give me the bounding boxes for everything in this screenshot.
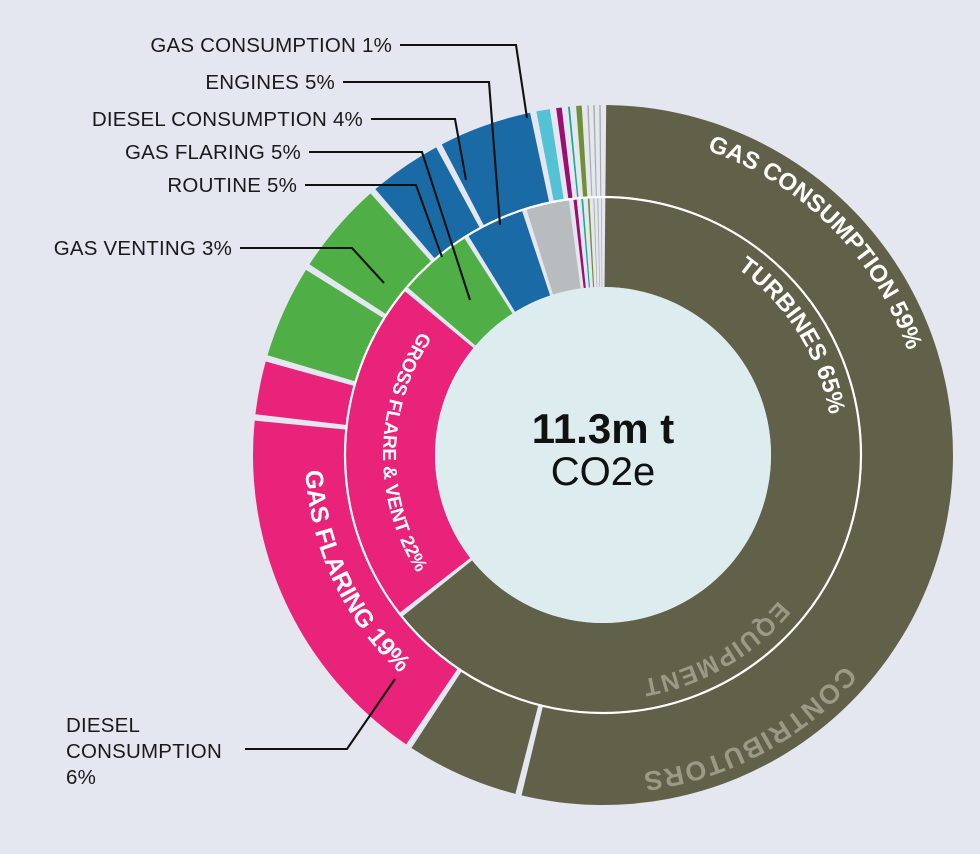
callout-label-diesel-consumption-4: DIESEL CONSUMPTION 4% [92,108,363,131]
slice-gas-consumption-small[interactable] [536,109,564,202]
slice-diesel-consumption[interactable] [467,210,551,312]
callout-line: CONSUMPTION [66,740,222,763]
slice-gas-consumption[interactable] [521,105,953,805]
callout-leader-engines-5 [343,80,502,226]
callout-line: DIESEL [66,714,140,737]
center-unit: CO2e [551,450,656,494]
slice-other-teal[interactable] [567,106,579,199]
callout-leader-diesel-consumption-4 [371,117,468,181]
callout-leader-diesel-consumption-6 [245,678,396,751]
callout-leader-gas-flaring-5 [309,150,471,301]
center-hub [435,287,771,623]
slice-routine[interactable] [267,269,385,382]
callout-leader-gas-consumption-1 [400,43,529,119]
slice-other-e[interactable] [597,197,600,288]
slice-other-f[interactable] [601,197,603,288]
slice-other-gray-3[interactable] [599,105,602,198]
slice-gas-flaring-secondary[interactable] [309,193,432,315]
center-value: 11.3m t [532,405,674,452]
slice-other-gray-1[interactable] [587,105,593,198]
callout-label-gas-consumption-1: GAS CONSUMPTION 1% [150,34,392,57]
callout-group: GAS CONSUMPTION 1% ENGINES 5% DIESEL CONSU… [54,34,529,789]
callout-label-gas-venting-3: GAS VENTING 3% [54,237,232,260]
slice-diesel-consumption-secondary[interactable] [375,147,481,260]
slice-other-gray-2[interactable] [593,105,597,198]
slice-diesel-consumption[interactable] [411,670,539,794]
callout-label-diesel-consumption-6: DIESEL CONSUMPTION 6% [66,714,222,789]
slice-other-a[interactable] [573,198,586,289]
slice-turbines[interactable] [402,197,862,714]
callout-leader-gas-venting-3 [240,246,385,284]
callout-label-routine-5: ROUTINE 5% [167,174,297,197]
slice-other-olive-green[interactable] [576,105,588,198]
slice-other-d[interactable] [593,197,598,288]
slice-other[interactable] [526,199,581,295]
callout-line: 6% [66,766,96,789]
ring-divider [343,195,863,715]
slice-engines[interactable] [407,237,513,346]
slice-gas-flaring[interactable] [252,420,458,745]
slice-other-c[interactable] [587,197,595,288]
slice-gross-flare-vent[interactable] [344,290,474,614]
slice-gas-venting[interactable] [255,361,355,425]
inner-ring-equipment[interactable] [344,197,862,714]
callout-leader-routine-5 [305,183,443,258]
callout-label-engines-5: ENGINES 5% [205,71,335,94]
slice-other-purple[interactable] [556,107,573,200]
slice-other-b[interactable] [581,197,590,288]
callout-label-gas-flaring-5: GAS FLARING 5% [125,141,301,164]
